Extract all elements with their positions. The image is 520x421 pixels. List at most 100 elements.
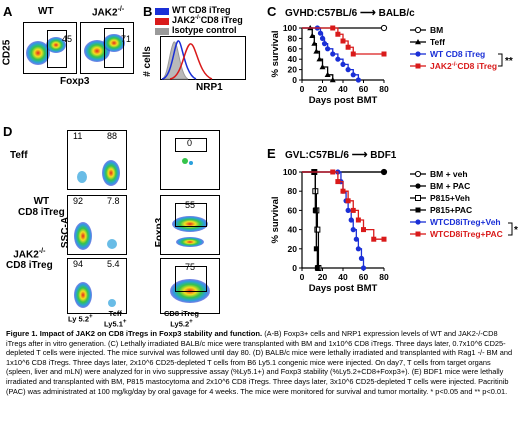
legend-marker [415,195,421,201]
panel-a-xlabel: Foxp3 [60,76,90,87]
data-point [316,56,323,62]
legend-label: P815+PAC [430,205,472,215]
panel-d-flow-teff-foxp3 [160,130,220,190]
panel-b-histogram [160,36,246,80]
panel-d-teff-left-value: 11 [73,131,83,141]
y-tick-label: 100 [283,23,297,33]
legend-marker [415,219,421,225]
y-tick-label: 40 [288,225,298,235]
x-tick-label: 80 [379,272,389,282]
data-point [350,51,356,57]
y-tick-label: 60 [288,44,298,54]
y-tick-label: 20 [288,65,298,75]
x-tick-label: 20 [318,84,328,94]
x-tick-label: 80 [379,84,389,94]
x-tick-label: 0 [300,84,305,94]
data-point [345,198,351,204]
data-point [309,32,316,38]
panel-a-col-jak2: JAK2-/- [92,6,125,19]
y-tick-label: 100 [283,167,297,177]
legend-marker [415,231,421,237]
legend-marker [415,63,421,69]
data-point [345,67,351,73]
data-point [350,72,356,78]
series-markers-1 [381,169,387,175]
panel-d-gate-wt-foxp3 [175,203,207,227]
panel-d-flow-wt [67,195,127,255]
data-point [348,217,354,223]
x-tick-label: 0 [300,272,305,282]
histogram-jak2 [169,43,213,80]
series-line-1 [302,27,334,80]
x-tick-label: 40 [338,272,348,282]
series-markers-5 [330,169,387,242]
data-point [345,207,351,213]
panel-b-xlabel: NRP1 [196,82,223,93]
panel-a-value-wt: 45 [62,34,73,44]
data-point [358,255,365,261]
panel-d-xlabel-teff: Teff Ly5.1+ [104,309,127,329]
data-point [335,56,341,62]
histogram-isotype [161,41,189,80]
panel-a-ylabel: CD25 [1,39,13,66]
series-markers-2 [314,25,361,83]
panel-label-e: E [267,146,276,161]
y-axis-label: % survival [270,31,281,78]
legend-marker [415,207,421,213]
data-point [381,236,387,242]
caption-body: (A-B) Foxp3+ cells and NRP1 expression l… [6,329,513,396]
data-point [335,179,341,185]
legend-label: BM + veh [430,169,468,179]
y-tick-label: 0 [292,75,297,85]
panel-d-xlabel-right: CD8 iTreg Ly5.2+ [164,309,200,329]
panel-label-b: B [143,4,153,19]
legend-marker [415,39,421,45]
x-axis-label: Days post BMT [309,283,378,294]
data-point [330,51,336,57]
legend-label: JAK2-/-CD8 iTreg [430,61,497,71]
series-line-5 [302,171,384,240]
panel-a-value-jak2: 71 [121,34,132,44]
data-point [313,48,320,54]
panel-d-teff-foxp3-value: 0 [187,138,193,148]
data-point [325,46,331,52]
data-point [321,41,328,47]
data-point [355,217,361,223]
data-point [329,77,336,83]
panel-b-ylabel: # cells [141,46,153,77]
data-point [312,207,318,213]
data-point [340,188,346,194]
data-point [340,38,346,44]
legend-label: WTCD8iTreg+Veh [430,217,501,227]
series-line-4 [302,171,365,268]
data-point [314,226,321,233]
data-point [335,31,341,37]
panel-c-title: GVHD:C57BL/6 ⟶ BALB/c [285,7,415,19]
series-line-3 [302,171,319,268]
figure-caption: Figure 1. Impact of JAK2 on CD8 iTregs i… [6,329,514,396]
data-point [381,169,387,175]
panel-label-c: C [267,4,277,19]
y-tick-label: 80 [288,186,298,196]
panel-e-survival-chart: 0 20 40 60 80 100 0 20 40 60 80 % survival Days post… [270,167,518,294]
panel-d-flow-wt-foxp3 [160,195,220,255]
data-point [340,61,346,67]
panel-d-row-wt: WT CD8 iTreg [18,196,65,218]
panel-a-col-wt: WT [38,6,54,17]
panel-d-gate-jak2-foxp3 [175,266,207,292]
legend-label: WTCD8iTreg+PAC [430,229,503,239]
data-point [361,227,366,233]
panel-d-jak2-left-value: 94 [73,259,84,269]
x-tick-label: 60 [359,84,369,94]
data-point [330,25,336,31]
legend-marker [414,26,422,34]
panel-e-title: GVL:C57BL/6 ⟶ BDF1 [285,149,397,161]
data-point [319,35,326,41]
legend-label: BM + PAC [430,181,470,191]
legend-label-isotype: Isotype control [172,25,237,35]
panel-d-teff-right-value: 88 [107,131,118,141]
series-markers-3 [330,25,387,57]
data-point [360,265,367,271]
panel-d-row-teff: Teff [10,150,28,161]
